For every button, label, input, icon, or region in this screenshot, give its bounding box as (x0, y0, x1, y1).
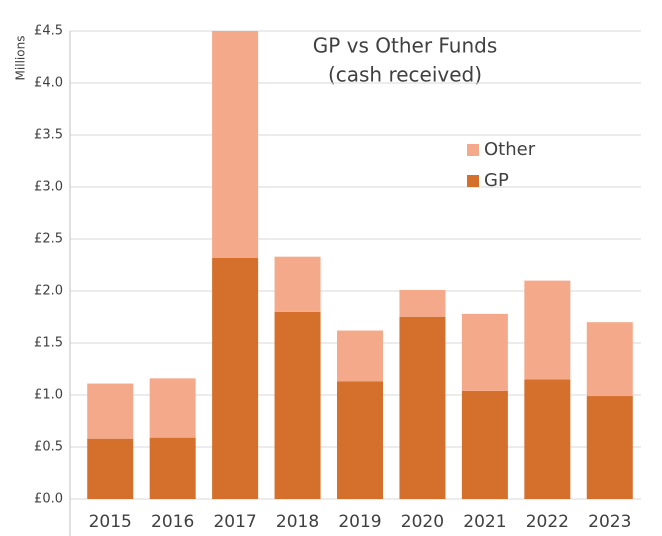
bar-segment (212, 31, 259, 258)
y-tick-label: £3.0 (34, 180, 63, 195)
bar-segment (274, 256, 321, 312)
x-tick-label: 2018 (276, 512, 319, 532)
bar-segment (461, 390, 508, 499)
y-tick-label: £3.5 (34, 128, 63, 143)
x-tick-label: 2022 (526, 512, 569, 532)
x-tick-label: 2019 (338, 512, 381, 532)
x-tick-label: 2016 (151, 512, 194, 532)
bar-segment (87, 383, 134, 439)
y-axis-label: Millions (14, 36, 28, 81)
y-tick-label: £0.5 (34, 440, 63, 455)
bar-segment (461, 313, 508, 391)
bar-segment (149, 437, 196, 499)
x-tick-label: 2017 (213, 512, 256, 532)
bar-segment (337, 381, 383, 499)
bar-segment (87, 438, 134, 499)
x-tick-label: 2023 (588, 512, 631, 532)
y-tick-label: £1.5 (34, 336, 63, 351)
bar-segment (399, 317, 446, 499)
legend-label: GP (484, 170, 509, 191)
bar-segment (337, 330, 383, 382)
y-tick-label: £2.5 (34, 232, 63, 247)
bar-segment (149, 378, 196, 438)
bar-segment (586, 322, 633, 397)
bar-segment (586, 396, 633, 499)
chart-title: GP vs Other Funds (313, 34, 498, 58)
y-tick-label: £4.0 (34, 76, 63, 91)
y-tick-label: £4.5 (34, 24, 63, 39)
legend-swatch (467, 144, 479, 156)
y-tick-label: £2.0 (34, 284, 63, 299)
bar-segment (524, 280, 571, 380)
x-tick-label: 2021 (463, 512, 506, 532)
legend-swatch (467, 175, 479, 187)
x-tick-label: 2020 (401, 512, 444, 532)
bar-segment (212, 257, 259, 499)
y-tick-label: £1.0 (34, 388, 63, 403)
x-tick-label: 2015 (89, 512, 132, 532)
bar-segment (524, 379, 571, 499)
bar-segment (274, 311, 321, 499)
bar-segment (399, 289, 446, 317)
y-tick-label: £0.0 (34, 492, 63, 507)
legend-label: Other (484, 139, 536, 160)
